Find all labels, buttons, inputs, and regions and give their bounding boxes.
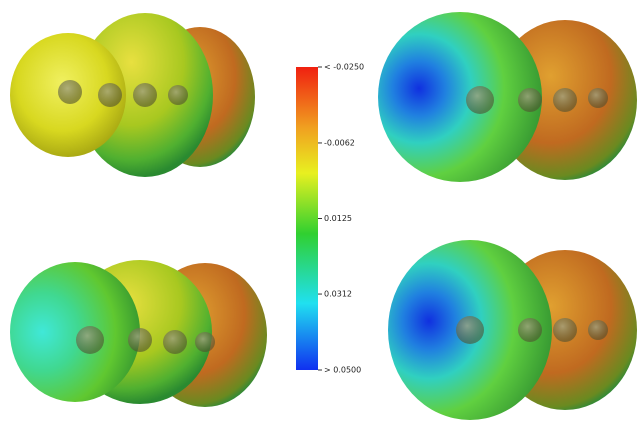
figure: < -0.0250 -0.0062 0.0125 0.0312 > 0.0500 xyxy=(0,0,640,421)
tick-label: -0.0062 xyxy=(324,138,355,147)
colorbar-ticks: < -0.0250 -0.0062 0.0125 0.0312 > 0.0500 xyxy=(318,63,364,375)
colorbar xyxy=(296,67,318,370)
tick-label: 0.0125 xyxy=(324,214,352,223)
tick-label: < -0.0250 xyxy=(324,63,364,72)
molecule-bottom-right xyxy=(388,240,637,420)
molecule-bottom-left xyxy=(10,260,267,407)
tick-label: > 0.0500 xyxy=(324,366,361,375)
molecule-top-left xyxy=(10,13,255,177)
tick-label: 0.0312 xyxy=(324,290,352,299)
molecule-top-right xyxy=(378,12,637,182)
